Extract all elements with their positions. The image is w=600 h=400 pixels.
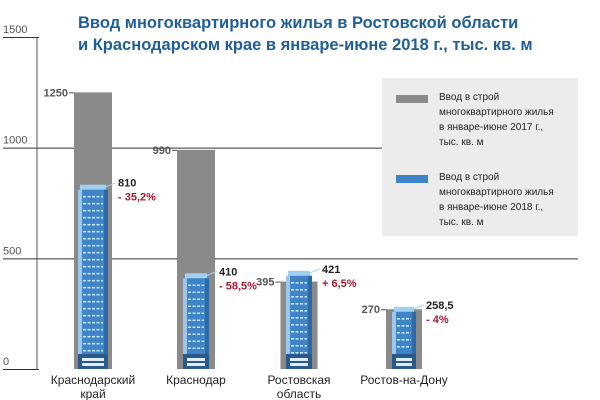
- bar-2018-body: [183, 278, 209, 369]
- data-label-2017: 395: [256, 277, 274, 289]
- x-category-label: Краснодарский: [51, 373, 135, 387]
- change-label: - 58,5%: [219, 280, 257, 292]
- y-tick-label: 0: [3, 356, 9, 368]
- bar-2018-body: [286, 275, 312, 369]
- legend-text-line: многоквартирного жилья: [439, 187, 554, 198]
- legend-text-2017: Ввод в строй многоквартирного жилья в ян…: [439, 90, 589, 150]
- data-label-2018: 421: [322, 264, 340, 276]
- bar-2018-base: [286, 354, 312, 369]
- data-label-2018: 410: [219, 266, 237, 278]
- bar-2018-base: [78, 354, 108, 369]
- data-label-2017: 1250: [44, 87, 68, 99]
- x-category-label: Ростовская: [267, 373, 330, 387]
- bar-2018: [183, 273, 209, 369]
- legend: Ввод в строй многоквартирного жилья в ян…: [382, 78, 578, 236]
- bar-2018-door: [396, 358, 412, 361]
- chart-title: Ввод многоквартирного жилья в Ростовской…: [78, 12, 558, 56]
- bar-2018-roof: [288, 270, 310, 277]
- bar-2018-door: [290, 358, 308, 361]
- data-label-2018-leader: [204, 270, 218, 277]
- change-label: - 4%: [426, 314, 449, 326]
- bar-2018: [286, 270, 312, 369]
- bar-2018-door: [82, 358, 104, 361]
- legend-swatch-2017: [396, 95, 428, 103]
- bar-2018-highlight: [78, 189, 82, 369]
- bar-2018-shade: [104, 189, 108, 369]
- y-tick-label: 500: [3, 245, 21, 257]
- bar-2018-door: [82, 363, 104, 366]
- legend-swatch-2018: [396, 175, 428, 183]
- bar-2018-door: [290, 363, 308, 366]
- bar-2018-door: [396, 363, 412, 366]
- bar-2018: [78, 184, 108, 369]
- legend-text-line: тыс. кв. м: [439, 137, 484, 148]
- bar-2018-body: [78, 189, 108, 369]
- legend-text-line: в январе-июне 2018 г.,: [439, 202, 544, 213]
- chart-title-line-2: и Краснодарском крае в январе-июне 2018 …: [78, 36, 533, 54]
- bar-2018-shade: [412, 311, 416, 369]
- change-label: - 35,2%: [118, 192, 156, 204]
- change-label: + 6,5%: [322, 278, 357, 290]
- x-category-label: край: [80, 387, 105, 400]
- legend-text-2018: Ввод в строй многоквартирного жилья в ян…: [439, 170, 589, 230]
- y-tick-label: 1500: [3, 24, 27, 36]
- bar-2018-highlight: [183, 278, 187, 369]
- data-label-2018: 810: [118, 178, 136, 190]
- legend-text-line: Ввод в строй: [439, 92, 500, 103]
- bar-2018-highlight: [286, 275, 290, 369]
- bar-2018-door: [187, 358, 205, 361]
- bar-2018-roof: [394, 306, 414, 313]
- y-tick-label: 1000: [3, 135, 27, 147]
- x-category-label: Ростов-на-Дону: [360, 373, 447, 387]
- legend-text-line: тыс. кв. м: [439, 217, 484, 228]
- data-label-2017: 270: [362, 304, 380, 316]
- data-label-2018-leader: [307, 268, 321, 275]
- x-category-label: область: [277, 387, 321, 400]
- data-label-2018-leader: [411, 304, 425, 311]
- x-category-label: Краснодар: [166, 373, 226, 387]
- bar-2018-roof: [80, 184, 106, 191]
- legend-text-line: многоквартирного жилья: [439, 107, 554, 118]
- bar-2018: [392, 306, 416, 369]
- data-label-2017: 990: [153, 145, 171, 157]
- chart-title-line-1: Ввод многоквартирного жилья в Ростовской…: [78, 14, 519, 32]
- legend-text-line: Ввод в строй: [439, 172, 500, 183]
- bar-2018-roof: [185, 273, 207, 280]
- bar-2018-door: [187, 363, 205, 366]
- bar-2018-base: [392, 354, 416, 369]
- data-label-2018-leader: [103, 182, 117, 189]
- data-label-2018: 258,5: [426, 300, 454, 312]
- legend-text-line: в январе-июне 2017 г.,: [439, 122, 544, 133]
- bar-2018-shade: [308, 275, 312, 369]
- bar-2018-shade: [205, 278, 209, 369]
- bar-2018-highlight: [392, 311, 396, 369]
- bar-2018-base: [183, 354, 209, 369]
